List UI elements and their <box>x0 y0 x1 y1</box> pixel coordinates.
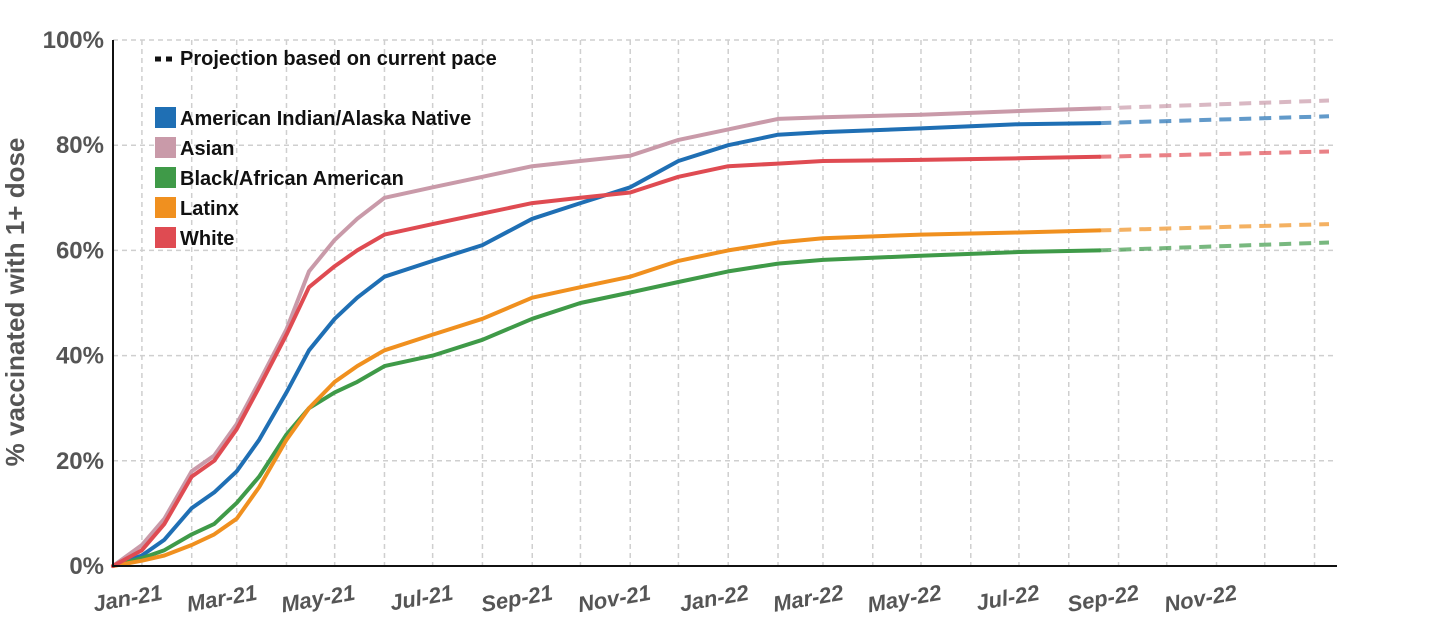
legend-label-black-african-american: Black/African American <box>180 168 404 190</box>
projection-line-asian <box>1099 98 1330 111</box>
series-line-white <box>111 154 1102 568</box>
series-line-american-indian-alaska-native <box>111 121 1102 568</box>
legend-swatch-latinx <box>155 197 176 218</box>
legend-label-asian: Asian <box>180 138 234 160</box>
y-tick-label: 60% <box>56 237 104 264</box>
legend-swatch-asian <box>155 137 176 158</box>
series-line-asian <box>111 106 1102 568</box>
legend-swatch-american-indian-alaska-native <box>155 107 176 128</box>
projection-line-american-indian-alaska-native <box>1099 114 1330 126</box>
legend-label-latinx: Latinx <box>180 198 239 220</box>
x-tick-label: Nov-22 <box>1162 580 1239 617</box>
series-line-latinx <box>111 228 1102 568</box>
y-axis-label: % vaccinated with 1+ dose <box>0 138 30 467</box>
x-tick-label: Jan-21 <box>91 580 164 617</box>
projection-line-latinx <box>1099 222 1330 233</box>
legend-label-american-indian-alaska-native: American Indian/Alaska Native <box>180 108 471 130</box>
series-line-black-african-american <box>111 248 1102 568</box>
projection-line-black-african-american <box>1099 240 1330 253</box>
legend-swatch-white <box>155 227 176 248</box>
legend-label-white: White <box>180 228 234 250</box>
projection-line-white <box>1099 149 1330 159</box>
x-tick-label: Jan-22 <box>678 580 752 617</box>
legend-swatch-black-african-american <box>155 167 176 188</box>
x-tick-label: Jul-22 <box>974 580 1042 616</box>
axes <box>112 40 1337 567</box>
x-tick-label: May-21 <box>279 580 357 618</box>
x-tick-label: Mar-21 <box>185 580 259 617</box>
x-tick-label: May-22 <box>865 580 944 618</box>
y-tick-label: 0% <box>69 553 104 580</box>
legend: Projection based on current pace America… <box>155 48 497 250</box>
y-tick-label: 80% <box>56 132 104 159</box>
x-tick-label: Jul-21 <box>388 580 455 616</box>
x-tick-label: Nov-21 <box>576 580 653 617</box>
x-tick-label: Sep-22 <box>1065 580 1141 617</box>
y-tick-label: 100% <box>43 27 104 54</box>
y-tick-label: 20% <box>56 448 104 475</box>
x-tick-label: Mar-22 <box>771 580 846 617</box>
y-tick-label: 40% <box>56 343 104 370</box>
x-tick-label: Sep-21 <box>479 580 554 617</box>
series-lines <box>111 98 1330 568</box>
legend-projection-label: Projection based on current pace <box>180 48 497 70</box>
